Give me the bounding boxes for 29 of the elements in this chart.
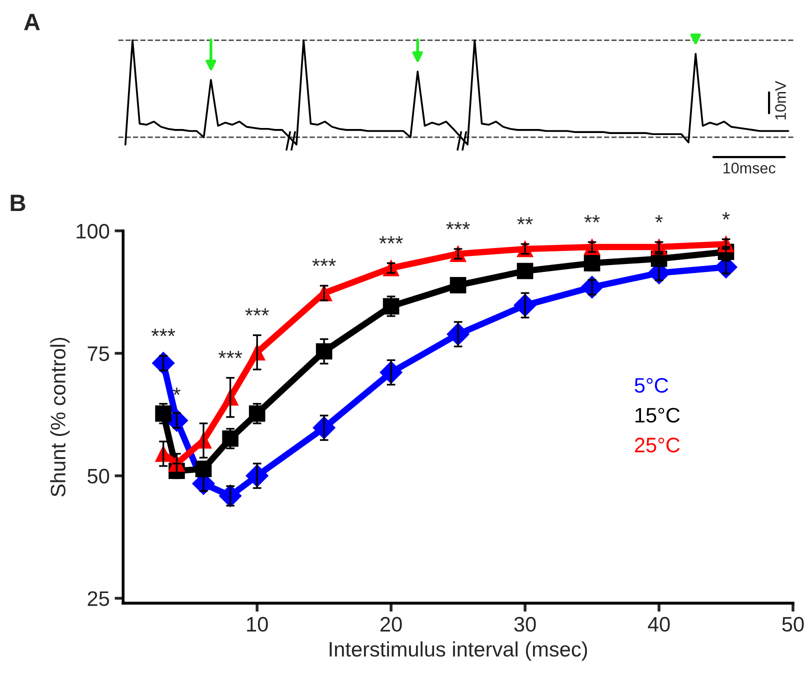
x-tick-label: 30 bbox=[514, 616, 536, 632]
text: B bbox=[10, 194, 26, 212]
annotation: ** bbox=[517, 217, 533, 224]
annotation: *** bbox=[245, 308, 269, 316]
annotation: *** bbox=[379, 236, 403, 244]
annotation: *** bbox=[151, 328, 176, 336]
annotation: * bbox=[172, 388, 180, 395]
y-tick-label: 75 bbox=[88, 346, 110, 362]
text: A bbox=[24, 14, 40, 30]
x-tick-label: 50 bbox=[782, 616, 804, 632]
text: 5°C bbox=[634, 378, 668, 393]
annotation: * bbox=[722, 212, 730, 220]
text: 10msec bbox=[724, 162, 776, 174]
y-tick-label: 50 bbox=[88, 468, 110, 484]
annotation: *** bbox=[446, 222, 470, 230]
y-tick-label: 25 bbox=[88, 591, 110, 606]
x-tick-label: 40 bbox=[648, 616, 670, 632]
annotation: *** bbox=[218, 350, 242, 358]
x-axis-title: Interstimulus interval (msec) bbox=[330, 641, 588, 661]
x-tick-label: 10 bbox=[247, 616, 268, 632]
annotation: 10mV bbox=[775, 80, 786, 120]
y-axis-title: Shunt (% control) bbox=[50, 338, 70, 497]
y-tick-label: 100 bbox=[76, 224, 110, 239]
text: 25°C bbox=[634, 438, 680, 452]
annotation: ** bbox=[584, 215, 600, 222]
x-tick-label: 20 bbox=[380, 616, 402, 632]
annotation: *** bbox=[312, 258, 336, 266]
annotation: * bbox=[655, 215, 663, 222]
text: 15°C bbox=[636, 408, 680, 423]
